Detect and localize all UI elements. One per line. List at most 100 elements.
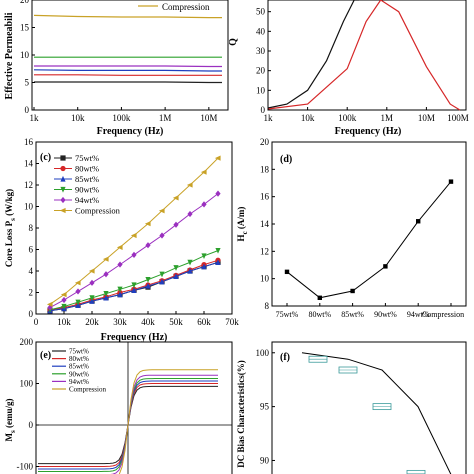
- panel-c-point: [201, 263, 207, 270]
- panel-c-point: [103, 271, 109, 278]
- panel-b-series-line: [267, 0, 360, 109]
- panel-a-legend: Compression: [138, 2, 210, 12]
- panel-c-ylabel: Core Loss Ps (W/kg): [4, 189, 17, 267]
- panel-c-legend-marker: [60, 175, 66, 182]
- panel-a-series-line: [34, 81, 222, 84]
- panel-d-ylabel: Hc (A/m): [236, 207, 249, 242]
- panel-a-xtick-label: 1M: [159, 113, 172, 123]
- panel-d-xtick-label: 85wt%: [341, 310, 364, 319]
- panel-a-series: [33, 14, 222, 84]
- panel-b-ytick-label: 0: [261, 105, 266, 115]
- panel-c-point: [215, 247, 221, 254]
- panel-a-xtick-label: 100k: [112, 113, 131, 123]
- panel-c-point: [200, 169, 207, 175]
- panel-c-legend-marker: [60, 165, 66, 172]
- panel-b-yticks: 0 10 20 30 40 50: [256, 7, 271, 115]
- panel-b-ytick-label: 20: [256, 66, 266, 76]
- panel-d-ytick-label: 14: [260, 219, 270, 229]
- panel-c-legend-marker: [60, 186, 66, 193]
- panel-e-legend-label: 94wt%: [69, 378, 89, 386]
- panel-c-legend-marker: [60, 196, 66, 204]
- panel-b-ytick-label: 50: [256, 7, 266, 17]
- panel-c-legend-label: 75wt%: [75, 153, 99, 163]
- panel-b-xtick-label: 100k: [338, 113, 357, 123]
- panel-c-ylabel-sub: s: [9, 218, 17, 221]
- panel-b-xtick-label: 10k: [301, 113, 315, 123]
- panel-c-point: [144, 221, 151, 227]
- panel-a-xtick-label: 10k: [71, 113, 85, 123]
- panel-c-xticks: 0 10k 20k 30k 40k 50k 60k 70k: [34, 311, 239, 327]
- panel-c-point: [103, 294, 109, 301]
- panel-c-point: [214, 155, 221, 161]
- panel-c-ytick-label: 12: [24, 180, 33, 190]
- panel-d-xtick-label: 90wt%: [374, 310, 397, 319]
- panel-c-point: [215, 190, 221, 197]
- panel-a-ytick-label: 10: [20, 50, 30, 60]
- panel-c-point: [159, 271, 165, 278]
- panel-c-series-line: [49, 250, 219, 311]
- panel-c-ytick-label: 16: [24, 137, 34, 147]
- panel-e-frame: [35, 341, 233, 474]
- panel-d: 8 10 12 14 16 18 20 75wt% 80wt% 85wt% 90wt% 94wt%C…: [236, 137, 467, 319]
- panel-f-ytick-label: 95: [260, 402, 270, 412]
- panel-b-ytick-label: 40: [256, 26, 266, 36]
- panel-c-ytick-label: 0: [29, 309, 34, 319]
- panel-d-xtick-label: 80wt%: [308, 310, 331, 319]
- panel-d-ytick-label: 12: [260, 246, 269, 256]
- panel-c-point: [173, 273, 179, 279]
- panel-c-xtick-label: 70k: [225, 317, 239, 327]
- panel-d-ytick-label: 10: [260, 274, 270, 284]
- panel-d-point: [350, 288, 355, 294]
- panel-d-yticks: 8 10 12 14 16 18 20: [260, 137, 275, 311]
- panel-d-point: [448, 179, 454, 184]
- panel-a-series-line: [34, 65, 222, 68]
- panel-f-line: [301, 352, 452, 474]
- panel-c-yticks: 0 2 4 6 8 10 12 14 16: [24, 137, 39, 319]
- panel-c-point: [61, 296, 67, 304]
- panel-a-ytick-label: 20: [20, 0, 30, 5]
- panel-e: 200 100 0 -100 (e) 75wt%80wt%85wt%90wt%94wt…: [4, 337, 233, 474]
- panel-c-xtick-label: 30k: [113, 317, 127, 327]
- panel-b-xtick-label: 10M: [418, 113, 435, 123]
- panel-f-yticks: 100 95 90: [256, 348, 275, 465]
- panel-c-point: [187, 259, 193, 266]
- panel-a-ytick-label: 0: [25, 105, 30, 115]
- panel-c-point: [89, 279, 95, 286]
- panel-f-ylabel: DC Bias Characteristics(%): [236, 360, 246, 467]
- panel-c-ytick-label: 6: [29, 245, 34, 255]
- panel-e-legend: 75wt%80wt%85wt%90wt%94wt%Compression: [52, 348, 106, 394]
- panel-e-legend-label: Compression: [69, 386, 106, 394]
- panel-d-series: [284, 179, 454, 300]
- panel-a: 0 5 10 15 20 1k 10k 100k 1M 10M Compression Effe…: [4, 0, 229, 137]
- panel-c-point: [74, 280, 81, 286]
- panel-c-point: [159, 232, 165, 239]
- panel-e-ytick-label: 100: [20, 379, 34, 389]
- panel-d-xtick-label: 94wt%: [407, 310, 430, 319]
- panel-c-point: [131, 282, 137, 289]
- panel-c-point: [117, 261, 123, 268]
- panel-e-ylabel-unit: (emu/g): [4, 399, 14, 431]
- panel-e-ytick-label: 0: [29, 420, 34, 430]
- panel-f-ytick-label: 90: [260, 455, 270, 465]
- panel-c-point: [131, 287, 137, 293]
- panel-b-xtick-label: 100M: [447, 113, 469, 123]
- panel-a-series-line: [33, 14, 222, 19]
- panel-d-point: [284, 269, 290, 275]
- panel-c-point: [88, 268, 95, 274]
- panel-f-series: [301, 352, 452, 474]
- panel-a-ytick-label: 15: [20, 23, 30, 33]
- panel-c-xtick-label: 20k: [85, 317, 99, 327]
- panel-d-xtick-label: 75wt%: [276, 310, 299, 319]
- panel-f-frame: [271, 341, 467, 474]
- panel-e-legend-label: 85wt%: [69, 363, 89, 371]
- panel-e-ylabel: Ms (emu/g): [4, 399, 17, 442]
- panel-b-xtick-label: 1k: [264, 113, 274, 123]
- panel-f-tag: (f): [280, 352, 290, 363]
- panel-b-series-line: [267, 0, 461, 111]
- panel-b-frame: [267, 0, 467, 111]
- panel-c-tag: (c): [40, 152, 51, 163]
- panel-c-point: [61, 303, 67, 310]
- panel-c-xtick-label: 10k: [57, 317, 71, 327]
- panel-c-point: [102, 256, 109, 262]
- panel-e-ytick-label: -100: [17, 462, 34, 472]
